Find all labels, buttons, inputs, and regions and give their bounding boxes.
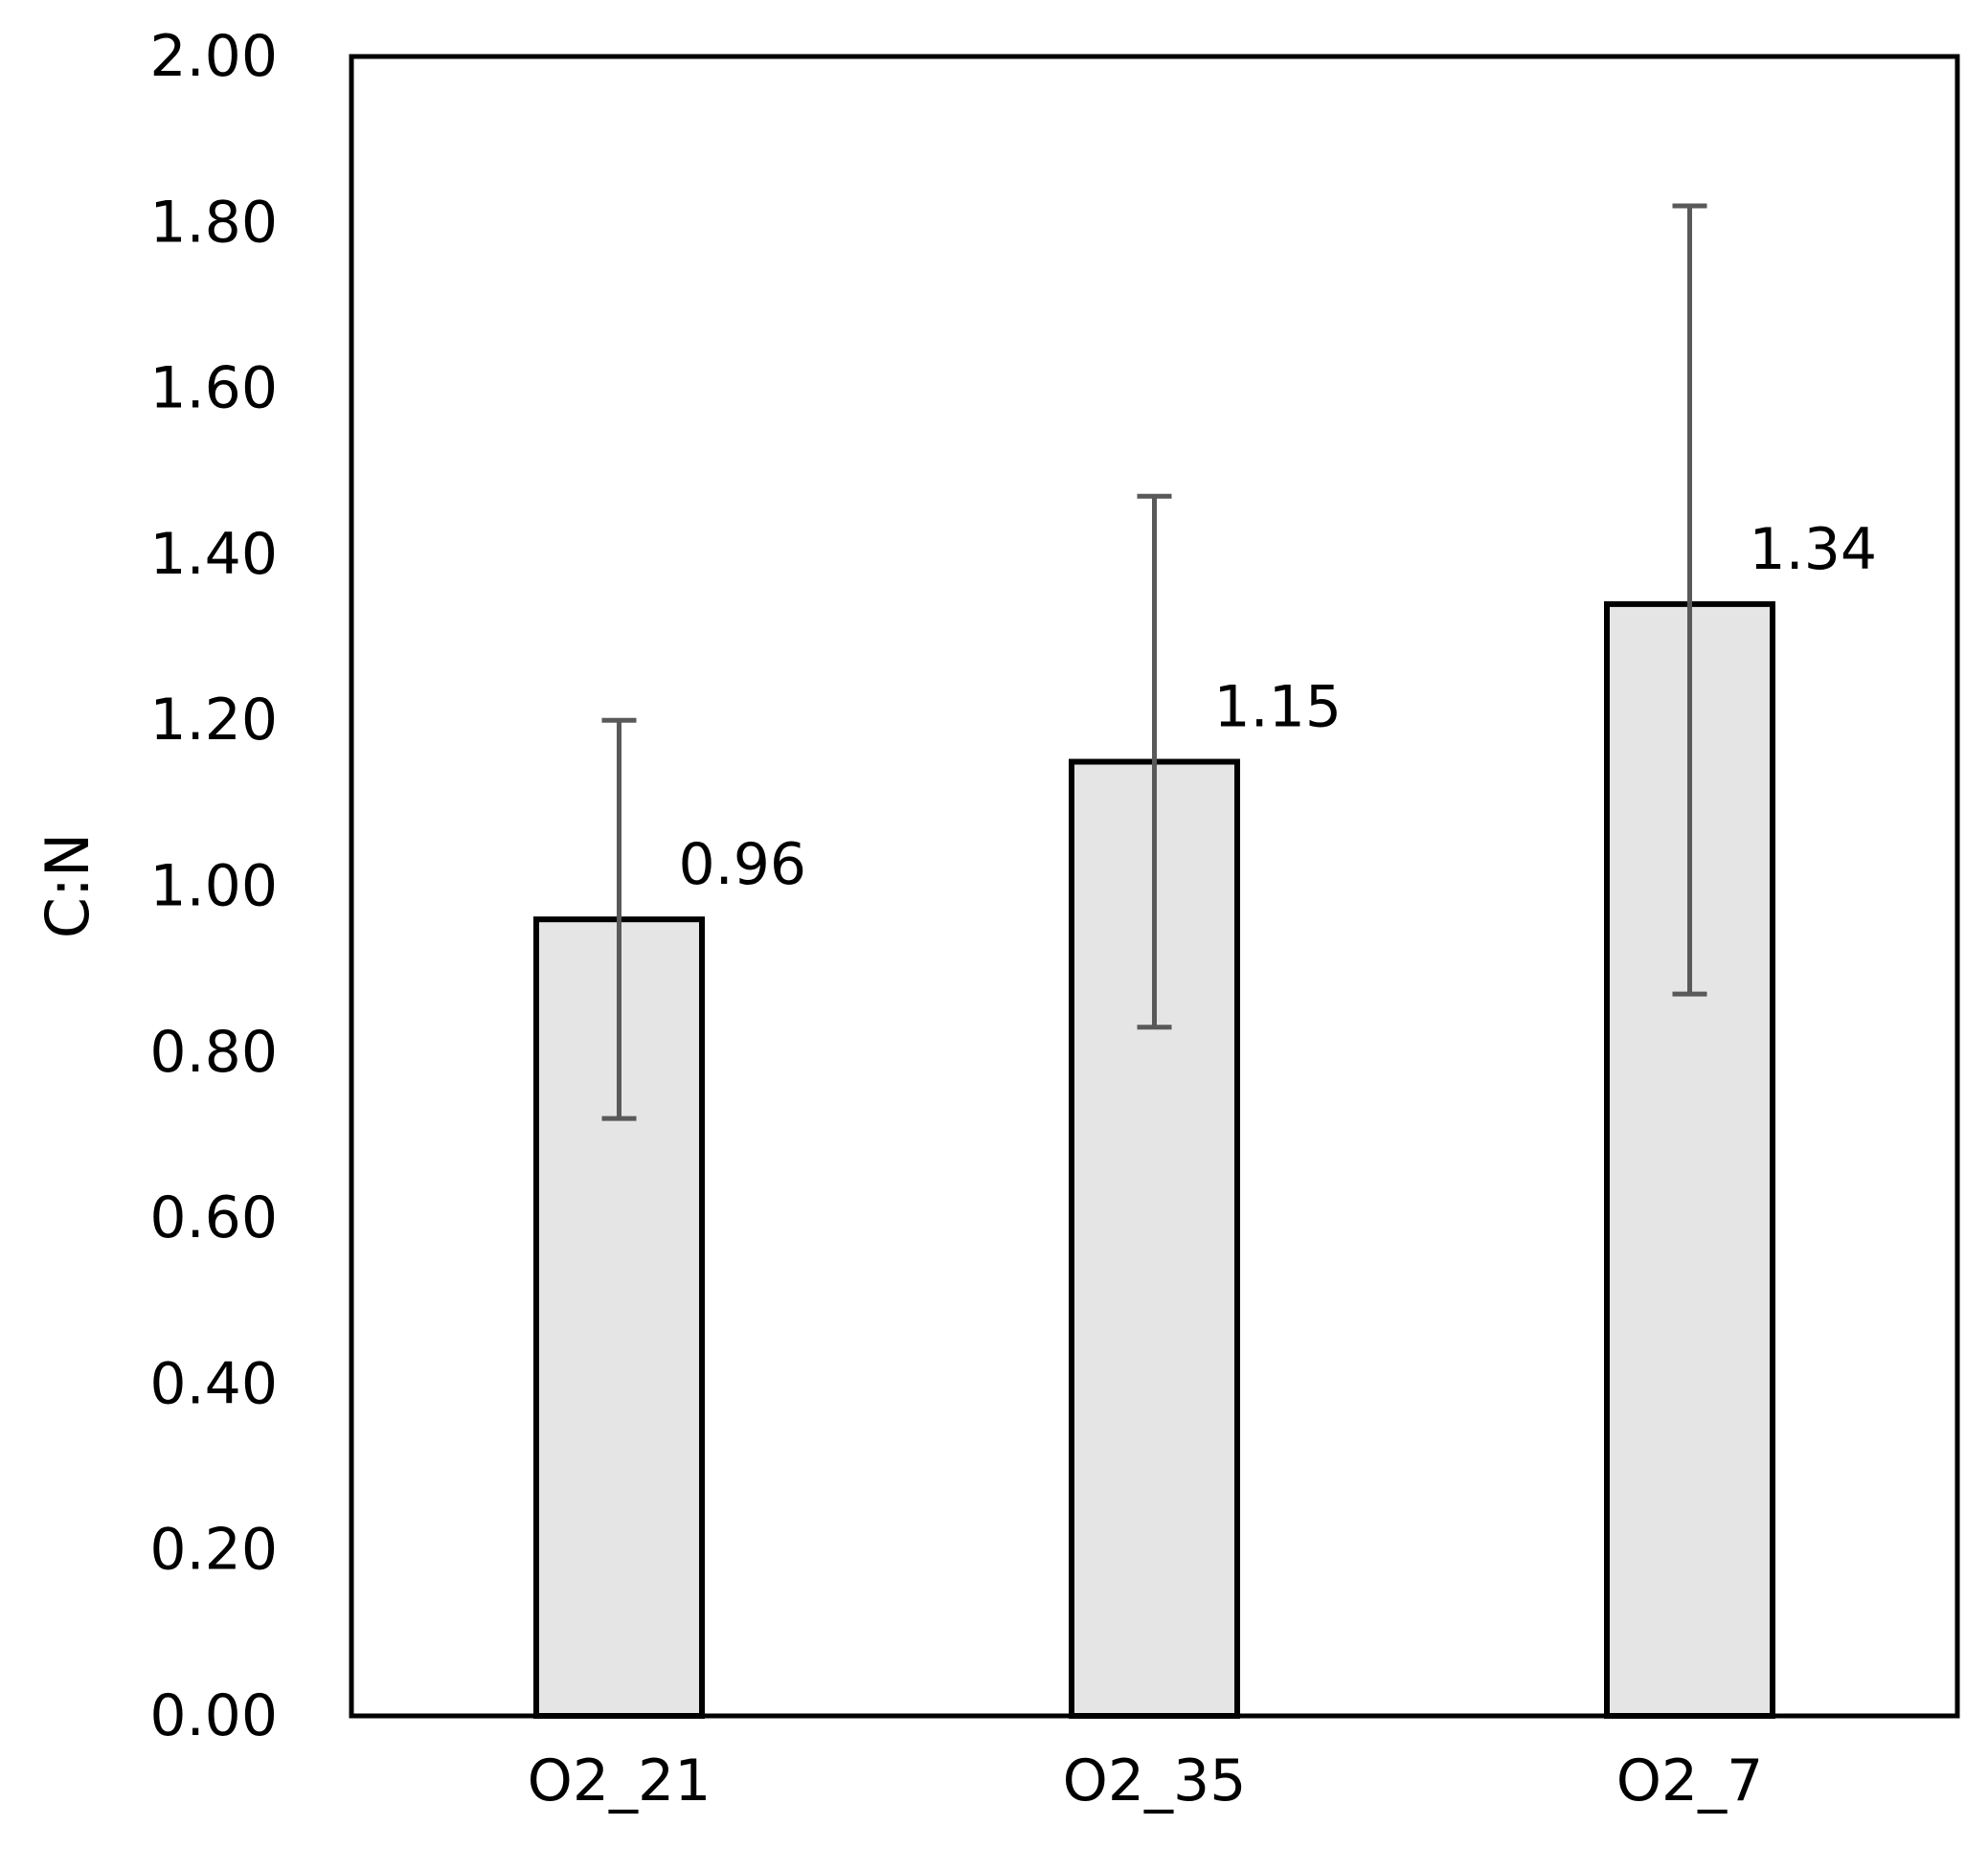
y-tick-label: 1.00	[149, 853, 278, 920]
y-tick-label: 1.40	[149, 521, 278, 588]
y-tick-label: 0.00	[149, 1682, 278, 1749]
y-tick-label: 1.80	[149, 189, 278, 256]
x-tick-label: O2_7	[1616, 1747, 1764, 1815]
y-tick-label: 2.00	[149, 23, 278, 90]
data-labels: 0.96 1.15 1.34	[679, 516, 1878, 898]
y-tick-label: 0.20	[149, 1517, 278, 1584]
data-label: 1.15	[1214, 674, 1343, 741]
plot-frame-layer	[349, 54, 1960, 1719]
x-tick-label: O2_35	[1063, 1747, 1247, 1815]
y-tick-label: 0.60	[149, 1184, 278, 1251]
y-axis-title: C:N	[33, 833, 102, 939]
y-tick-label: 1.60	[149, 355, 278, 422]
y-axis-ticks: 0.00 0.20 0.40 0.60 0.80 1.00 1.20 1.40 1.60 1.80…	[149, 23, 278, 1749]
data-label: 1.34	[1750, 516, 1878, 583]
y-tick-label: 0.80	[149, 1019, 278, 1086]
data-label: 0.96	[679, 831, 807, 898]
x-tick-label: O2_21	[528, 1747, 712, 1815]
plot-frame	[349, 54, 1960, 1719]
x-axis-ticks: O2_21 O2_35 O2_7	[528, 1747, 1764, 1815]
y-tick-label: 1.20	[149, 687, 278, 754]
y-tick-label: 0.40	[149, 1350, 278, 1417]
error-bars	[601, 203, 1707, 1121]
